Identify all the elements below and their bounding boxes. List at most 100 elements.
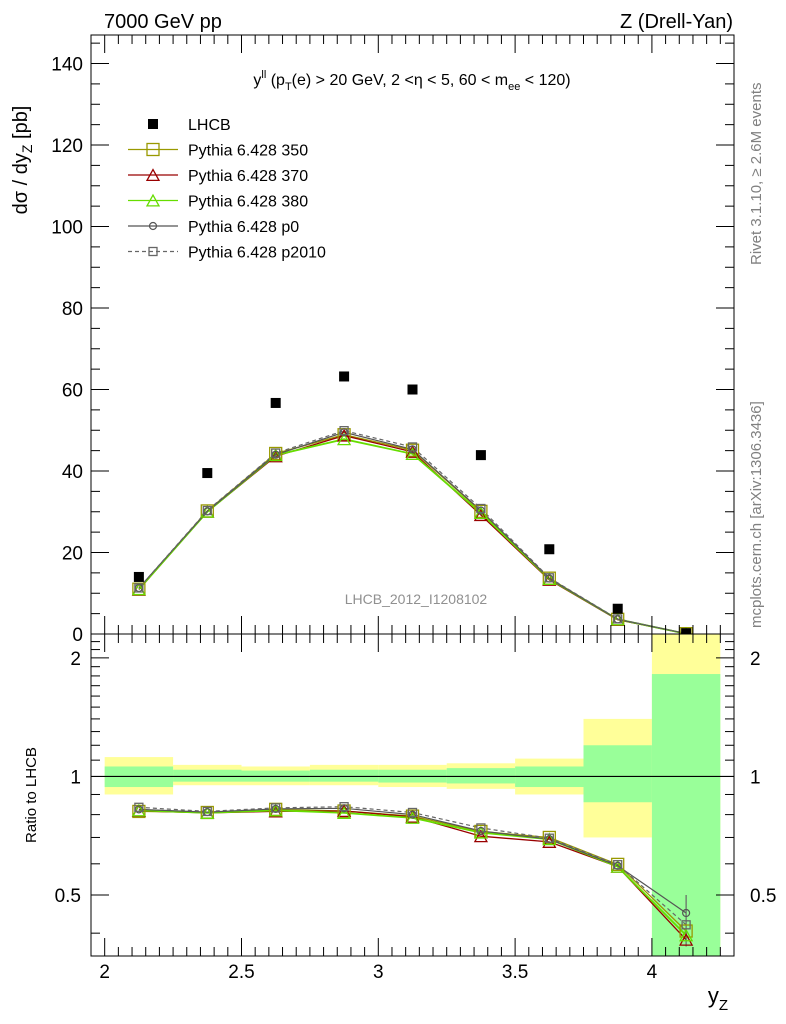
ratio-point-p380: [679, 928, 694, 942]
y-tick-label: 60: [62, 381, 83, 402]
ratio-point-p2010: [339, 802, 349, 812]
y-tick-label: 20: [62, 544, 83, 565]
ratio-point-p2010: [134, 802, 144, 812]
point-lhcb: [544, 544, 555, 555]
y-tick-label: 80: [62, 299, 83, 320]
legend-marker-p0: [148, 221, 158, 231]
x-axis-label: yZ: [708, 983, 728, 1014]
rivet-label: Rivet 3.1.10, ≥ 2.6M events: [748, 83, 765, 266]
point-p370: [473, 508, 489, 522]
header: 7000 GeV pp Z (Drell-Yan): [104, 11, 733, 33]
point-p2010: [476, 503, 486, 514]
ratio-y-label: Ratio to LHCB: [23, 747, 40, 843]
x-tick-label: 4: [647, 962, 658, 983]
header-left: 7000 GeV pp: [104, 11, 222, 33]
ratio-point-p350: [679, 924, 693, 938]
point-p2010: [544, 573, 554, 583]
legend-marker-p370: [145, 168, 161, 182]
uncertainty-band-inner: [309, 769, 379, 782]
series-line-p2010: [138, 430, 687, 635]
legend-marker-lhcb: [148, 119, 158, 129]
legend-label: Pythia 6.428 350: [188, 143, 308, 160]
point-lhcb: [681, 628, 692, 639]
point-lhcb: [612, 603, 623, 614]
point-p350: [405, 443, 420, 457]
legend-label: Pythia 6.428 p0: [188, 219, 299, 236]
mcplots-label: mcplots.cern.ch [arXiv:1306.3436]: [748, 401, 765, 628]
legend-item-p380: Pythia 6.428 380: [128, 194, 308, 211]
plot-title: yll (pT(e) > 20 GeV, 2 <η < 5, 60 < mee …: [253, 69, 570, 93]
legend-label: Pythia 6.428 380: [188, 194, 308, 211]
legend-label: Pythia 6.428 370: [188, 168, 308, 185]
ratio-point-p2010: [202, 806, 212, 817]
ratio-point-p380: [405, 811, 420, 824]
x-tick-label: 3.5: [502, 962, 528, 983]
y-tick-label: 100: [51, 218, 83, 239]
ratio-point-p0: [682, 908, 691, 918]
ratio-y-axis: 0.5 0.5 1 1 2 2: [55, 633, 776, 934]
point-p2010: [613, 614, 623, 624]
point-p2010: [271, 448, 281, 458]
ratio-point-p2010: [476, 823, 486, 833]
main-panel: 0 20 40 60 80 100 120 140 yll (pT(e) > 20 GeV, …: [10, 34, 735, 646]
point-lhcb: [407, 384, 418, 395]
x-axis: 2 2.5 3 3.5 4: [90, 634, 735, 983]
point-p380: [405, 447, 420, 460]
ratio-point-p370: [473, 829, 489, 843]
legend-item-data: LHCB: [148, 117, 231, 134]
main-y-axis: 0 20 40 60 80 100 120 140: [51, 42, 734, 646]
analysis-watermark: LHCB_2012_I1208102: [345, 591, 488, 607]
point-p2010: [202, 505, 212, 516]
y-tick-label: 40: [62, 462, 83, 483]
point-lhcb: [475, 450, 486, 461]
ratio-y-tick-label-right: 0.5: [750, 886, 776, 907]
uncertainty-band-inner: [583, 745, 652, 803]
main-x-ticks: [90, 35, 735, 634]
legend-marker-p350: [146, 142, 160, 157]
legend-label: Pythia 6.428 p2010: [188, 245, 326, 262]
x-tick-label: 2: [99, 962, 110, 983]
ratio-point-p2010: [681, 920, 691, 930]
ratio-point-p350: [542, 830, 556, 845]
ratio-y-tick-label: 2: [70, 649, 81, 670]
ratio-point-p370: [679, 932, 694, 946]
header-right: Z (Drell-Yan): [620, 11, 733, 33]
legend: LHCB Pythia 6.428 350 Pythia 6.428 370 Pyth…: [128, 117, 326, 262]
side-labels: Rivet 3.1.10, ≥ 2.6M events mcplots.cern…: [748, 83, 765, 629]
legend-marker-p380: [145, 193, 161, 207]
ratio-point-p2010: [544, 833, 554, 843]
ratio-point-p2010: [271, 803, 281, 813]
ratio-panel: 0.5 0.5 1 1 2 2 2 2.5 3 3.5 4 Ratio to LHCB yZ: [23, 633, 776, 1014]
ratio-frame: [90, 633, 735, 957]
point-lhcb: [339, 371, 350, 382]
point-p2010: [134, 583, 144, 593]
point-p350: [474, 504, 488, 518]
legend-marker-p2010: [148, 246, 158, 257]
ratio-y-tick-label-right: 1: [750, 767, 761, 788]
ratio-point-p2010: [407, 807, 418, 818]
ratio-point-p380: [336, 806, 352, 819]
legend-item-p350: Pythia 6.428 350: [128, 143, 308, 160]
uncertainty-band-inner: [173, 769, 242, 782]
ratio-y-tick-label: 0.5: [55, 886, 81, 907]
x-tick-label: 2.5: [228, 962, 254, 983]
y-tick-label: 140: [51, 55, 83, 76]
point-p370: [336, 428, 352, 442]
point-lhcb: [270, 397, 281, 408]
uncertainty-band-inner: [446, 768, 516, 784]
ratio-y-tick-label-right: 2: [750, 649, 761, 670]
x-tick-label: 3: [373, 962, 384, 983]
point-lhcb: [133, 571, 144, 582]
main-y-label: dσ / dyZ [pb]: [10, 106, 35, 215]
y-tick-label: 0: [72, 625, 83, 646]
ratio-y-tick-label: 1: [70, 767, 81, 788]
main-plot-area: [131, 371, 694, 641]
legend-label: LHCB: [188, 117, 231, 134]
legend-item-p0: Pythia 6.428 p0: [128, 219, 299, 236]
point-lhcb: [202, 468, 213, 479]
ratio-point-p350: [611, 857, 625, 872]
y-tick-label: 120: [51, 136, 83, 157]
ratio-plot-area: [91, 634, 734, 956]
legend-item-p370: Pythia 6.428 370: [128, 168, 308, 185]
point-p350: [269, 446, 283, 461]
